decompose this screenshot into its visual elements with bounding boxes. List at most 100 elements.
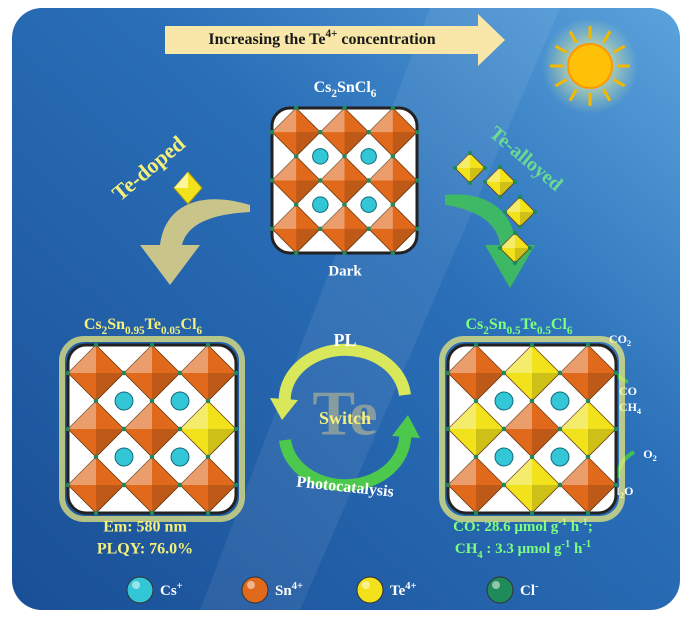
face (455, 153, 470, 168)
text-part: : 3.3 μmol g (483, 541, 562, 557)
cs-atom (170, 447, 190, 467)
cl-atom (585, 454, 591, 460)
cl-atom (501, 482, 507, 488)
cl-atom (445, 370, 451, 376)
legend-shine (362, 581, 370, 589)
text-part: concentration (337, 31, 435, 48)
legend-label: Te4+ (390, 581, 417, 600)
face (296, 132, 321, 157)
sun-ray (602, 88, 612, 102)
cl-atom (557, 482, 563, 488)
face (500, 182, 515, 197)
subscript: 4 (477, 550, 483, 561)
cl-atom (414, 226, 420, 232)
face (272, 156, 297, 181)
cs-atom (114, 391, 134, 411)
cl-atom (293, 202, 299, 207)
cl-atom (390, 154, 396, 159)
cl-atom (293, 105, 299, 111)
left-arrow (140, 199, 250, 285)
cl-atom (293, 250, 299, 256)
cl-atom (366, 226, 371, 232)
legend-shine (132, 581, 140, 589)
cl-atom (473, 510, 479, 516)
text-part: Te (145, 316, 161, 333)
face (485, 167, 500, 182)
sn-octahedron (445, 342, 507, 404)
cl-atom (65, 482, 71, 488)
cl-atom (482, 165, 488, 171)
emission: Em: 580 nm (103, 519, 187, 536)
pc-arrow (279, 429, 412, 492)
sn-octahedron (177, 342, 239, 404)
cl-atom (529, 454, 535, 460)
sun-ray (602, 30, 612, 44)
cl-atom (177, 482, 183, 488)
superscript: -1 (579, 517, 588, 528)
cl-atom (318, 129, 323, 135)
sn-octahedron (557, 342, 619, 404)
yield-ch4: CH4 : 3.3 μmol g-1 h-1 (455, 539, 591, 561)
cs-atom (494, 447, 514, 467)
cl-atom (414, 129, 420, 135)
cl-atom (93, 454, 99, 460)
text-part: O (643, 447, 652, 461)
face (368, 156, 393, 181)
text-part: ; (588, 519, 593, 535)
legend-swatch (486, 576, 514, 604)
face (588, 429, 616, 457)
face (272, 204, 297, 229)
sun-ray (612, 78, 626, 88)
sun (542, 18, 638, 114)
superscript: 4+ (325, 28, 337, 40)
pc-arrow-head (392, 415, 420, 438)
face (532, 485, 560, 513)
face (368, 108, 393, 133)
cl-atom (269, 129, 275, 135)
sn-octahedron (445, 454, 507, 516)
sun-ray (554, 78, 568, 88)
cs-atom (360, 196, 377, 213)
sn-octahedron (65, 342, 127, 404)
cl-atom (149, 342, 155, 348)
cl-atom (93, 398, 99, 404)
cl-atom (121, 482, 127, 488)
face (320, 156, 345, 181)
cl-atom (473, 398, 479, 404)
cs-atom (312, 196, 329, 213)
text-part: Cl (520, 583, 535, 599)
subscript: 0.5 (537, 325, 551, 337)
cl-atom (121, 426, 127, 432)
cl-atom (502, 209, 508, 215)
face (180, 401, 208, 429)
cl-atom (445, 482, 451, 488)
cl-atom (390, 202, 396, 207)
sun-ray (568, 30, 578, 44)
face (476, 429, 504, 457)
cl-atom (557, 370, 563, 376)
cl-atom (318, 226, 323, 232)
face (152, 485, 180, 513)
host-formula: Cs2SnCl6 (314, 79, 377, 100)
face (392, 132, 417, 157)
legend-label: Cs+ (160, 581, 183, 600)
text-part: h (570, 541, 583, 557)
cl-atom (585, 398, 591, 404)
text-part: Increasing the Te (208, 31, 325, 48)
cl-atom (149, 454, 155, 460)
subscript: 2 (483, 325, 489, 337)
face (392, 180, 417, 205)
face (344, 180, 369, 205)
legend-shine (247, 581, 255, 589)
cl-atom (121, 370, 127, 376)
crystal-glow (59, 336, 245, 522)
cl-atom (342, 154, 347, 159)
cl-atom (497, 164, 503, 170)
pl-arrow-head (270, 398, 298, 420)
crystal-glow (439, 336, 625, 522)
cs-atom (550, 447, 570, 467)
subscript: 2 (102, 325, 108, 337)
cl-atom (529, 342, 535, 348)
te-octahedron (445, 398, 507, 460)
text-part: CH (455, 541, 478, 557)
